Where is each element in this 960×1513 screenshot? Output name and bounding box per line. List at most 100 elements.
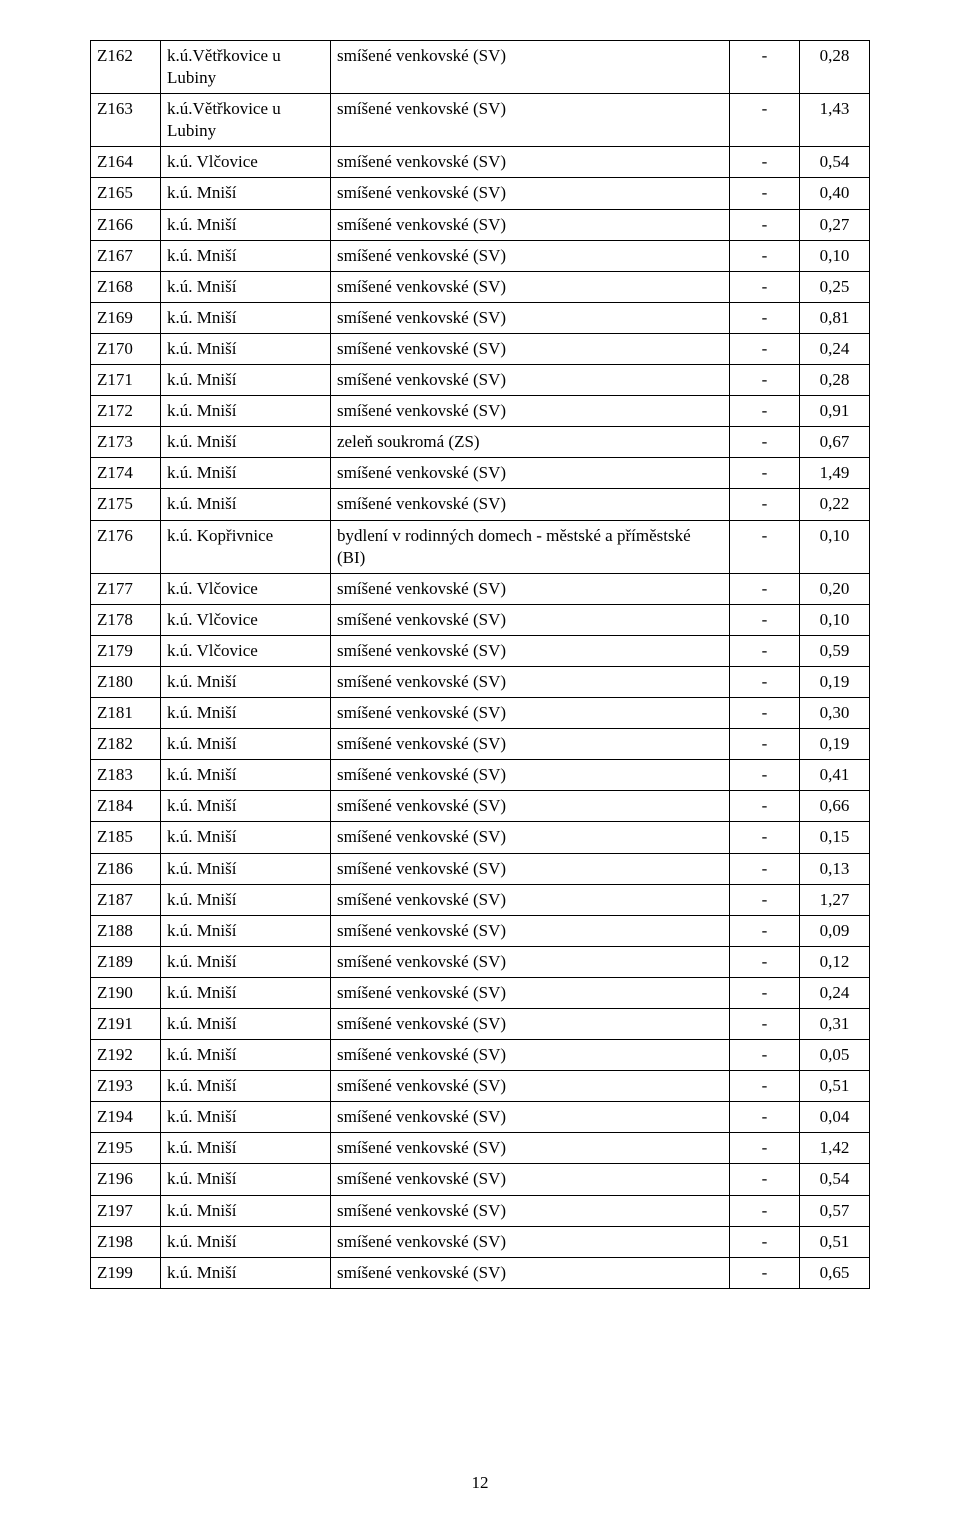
cell-desc: smíšené venkovské (SV): [331, 1164, 730, 1195]
cell-dash: -: [730, 41, 800, 94]
cell-val: 0,19: [800, 666, 870, 697]
document-page: Z162k.ú.Větřkovice u Lubiny smíšené venko…: [0, 0, 960, 1513]
cell-ku: k.ú. Mniší: [161, 458, 331, 489]
cell-ku: k.ú.Větřkovice u Lubiny: [161, 41, 331, 94]
cell-code: Z165: [91, 178, 161, 209]
cell-val: 0,25: [800, 271, 870, 302]
cell-desc: smíšené venkovské (SV): [331, 822, 730, 853]
table-row: Z191k.ú. Mnišísmíšené venkovské (SV)-0,3…: [91, 1009, 870, 1040]
cell-code: Z182: [91, 729, 161, 760]
cell-val: 0,20: [800, 573, 870, 604]
table-row: Z190k.ú. Mnišísmíšené venkovské (SV)-0,2…: [91, 977, 870, 1008]
cell-code: Z185: [91, 822, 161, 853]
cell-val: 0,51: [800, 1226, 870, 1257]
cell-dash: -: [730, 1226, 800, 1257]
cell-ku: k.ú. Mniší: [161, 729, 331, 760]
cell-dash: -: [730, 94, 800, 147]
table-row: Z198k.ú. Mnišísmíšené venkovské (SV)-0,5…: [91, 1226, 870, 1257]
cell-dash: -: [730, 1133, 800, 1164]
cell-desc: smíšené venkovské (SV): [331, 760, 730, 791]
cell-dash: -: [730, 1040, 800, 1071]
cell-code: Z171: [91, 365, 161, 396]
cell-val: 0,04: [800, 1102, 870, 1133]
cell-val: 0,41: [800, 760, 870, 791]
cell-val: 0,40: [800, 178, 870, 209]
cell-dash: -: [730, 791, 800, 822]
cell-val: 0,65: [800, 1257, 870, 1288]
cell-code: Z196: [91, 1164, 161, 1195]
cell-desc: smíšené venkovské (SV): [331, 209, 730, 240]
cell-code: Z198: [91, 1226, 161, 1257]
table-row: Z170k.ú. Mnišísmíšené venkovské (SV)-0,2…: [91, 333, 870, 364]
cell-dash: -: [730, 760, 800, 791]
cell-dash: -: [730, 365, 800, 396]
cell-val: 0,51: [800, 1071, 870, 1102]
cell-desc: smíšené venkovské (SV): [331, 1040, 730, 1071]
cell-desc: smíšené venkovské (SV): [331, 853, 730, 884]
cell-dash: -: [730, 489, 800, 520]
cell-code: Z164: [91, 147, 161, 178]
cell-desc: smíšené venkovské (SV): [331, 884, 730, 915]
table-row: Z192k.ú. Mnišísmíšené venkovské (SV)-0,0…: [91, 1040, 870, 1071]
cell-dash: -: [730, 178, 800, 209]
table-row: Z164k.ú. Vlčovicesmíšené venkovské (SV)-…: [91, 147, 870, 178]
cell-val: 0,12: [800, 946, 870, 977]
cell-ku: k.ú. Mniší: [161, 1009, 331, 1040]
cell-ku: k.ú. Mniší: [161, 178, 331, 209]
cell-dash: -: [730, 604, 800, 635]
cell-val: 0,91: [800, 396, 870, 427]
cell-ku: k.ú. Mniší: [161, 1133, 331, 1164]
cell-dash: -: [730, 302, 800, 333]
cell-ku: k.ú. Mniší: [161, 209, 331, 240]
cell-ku: k.ú. Mniší: [161, 302, 331, 333]
cell-code: Z193: [91, 1071, 161, 1102]
cell-val: 0,19: [800, 729, 870, 760]
cell-desc: smíšené venkovské (SV): [331, 1009, 730, 1040]
cell-ku: k.ú. Vlčovice: [161, 635, 331, 666]
table-row: Z183k.ú. Mnišísmíšené venkovské (SV)-0,4…: [91, 760, 870, 791]
cell-ku: k.ú. Mniší: [161, 1195, 331, 1226]
table-row: Z178k.ú. Vlčovice smíšené venkovské (SV)…: [91, 604, 870, 635]
cell-code: Z186: [91, 853, 161, 884]
cell-desc: smíšené venkovské (SV): [331, 791, 730, 822]
cell-dash: -: [730, 1257, 800, 1288]
cell-dash: -: [730, 147, 800, 178]
cell-desc: smíšené venkovské (SV): [331, 178, 730, 209]
cell-dash: -: [730, 271, 800, 302]
table-row: Z187k.ú. Mnišísmíšené venkovské (SV)-1,2…: [91, 884, 870, 915]
cell-code: Z174: [91, 458, 161, 489]
cell-ku: k.ú. Mniší: [161, 1071, 331, 1102]
cell-ku: k.ú. Mniší: [161, 271, 331, 302]
cell-code: Z197: [91, 1195, 161, 1226]
cell-code: Z170: [91, 333, 161, 364]
cell-code: Z162: [91, 41, 161, 94]
cell-ku: k.ú. Mniší: [161, 489, 331, 520]
cell-ku: k.ú. Mniší: [161, 822, 331, 853]
cell-code: Z192: [91, 1040, 161, 1071]
cell-ku: k.ú. Mniší: [161, 396, 331, 427]
cell-val: 0,81: [800, 302, 870, 333]
cell-dash: -: [730, 1009, 800, 1040]
cell-code: Z179: [91, 635, 161, 666]
cell-ku: k.ú. Mniší: [161, 427, 331, 458]
cell-desc: smíšené venkovské (SV): [331, 635, 730, 666]
cell-ku: k.ú. Vlčovice: [161, 147, 331, 178]
cell-ku: k.ú. Vlčovice: [161, 573, 331, 604]
cell-code: Z191: [91, 1009, 161, 1040]
cell-val: 0,13: [800, 853, 870, 884]
cell-dash: -: [730, 1071, 800, 1102]
table-row: Z171k.ú. Mnišísmíšené venkovské (SV)-0,2…: [91, 365, 870, 396]
table-row: Z188k.ú. Mnišísmíšené venkovské (SV)-0,0…: [91, 915, 870, 946]
cell-desc: smíšené venkovské (SV): [331, 946, 730, 977]
cell-dash: -: [730, 822, 800, 853]
cell-val: 0,09: [800, 915, 870, 946]
cell-code: Z172: [91, 396, 161, 427]
cell-code: Z184: [91, 791, 161, 822]
cell-ku: k.ú. Mniší: [161, 760, 331, 791]
table-row: Z175k.ú. Mnišísmíšené venkovské (SV)-0,2…: [91, 489, 870, 520]
cell-code: Z190: [91, 977, 161, 1008]
cell-val: 1,49: [800, 458, 870, 489]
cell-ku: k.ú. Mniší: [161, 1226, 331, 1257]
cell-dash: -: [730, 977, 800, 1008]
cell-val: 0,10: [800, 240, 870, 271]
